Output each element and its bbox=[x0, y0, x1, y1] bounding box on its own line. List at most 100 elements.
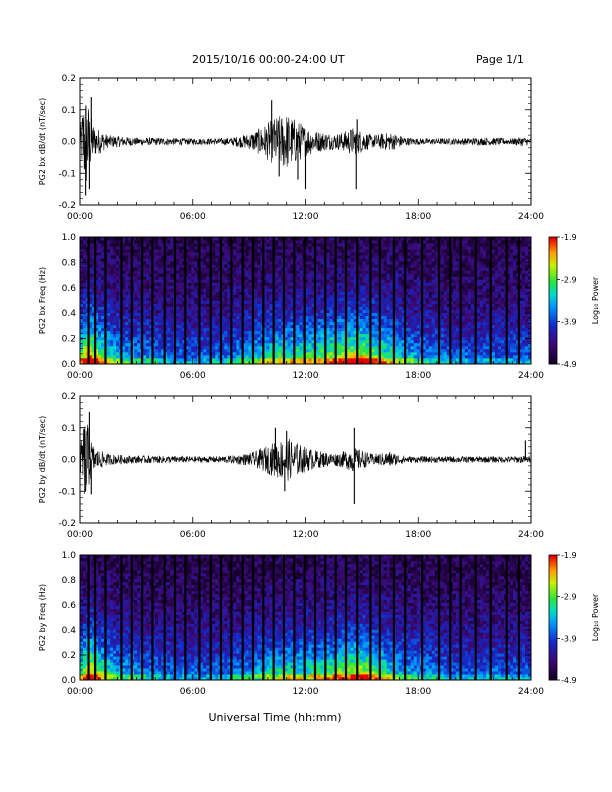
colorbar-tick-label: -1.9 bbox=[561, 551, 577, 560]
data-gap-bar bbox=[393, 237, 395, 364]
data-gap-bar bbox=[283, 237, 285, 364]
y-tick-label: 0.6 bbox=[62, 284, 77, 294]
y-tick-label: -0.2 bbox=[58, 201, 76, 211]
data-gap-bar bbox=[273, 555, 275, 680]
spectrogram-panel-4: 1.00.80.60.40.20.000:00 06:00 12:00 18:00 24… bbox=[38, 551, 600, 697]
data-gap-bar bbox=[475, 237, 477, 364]
y-tick-label: 0.8 bbox=[62, 258, 77, 268]
colorbar-label: Log₁₀ Power bbox=[591, 276, 600, 324]
data-gap-bar bbox=[174, 555, 176, 680]
data-gap-bar bbox=[404, 237, 406, 364]
data-gap-bar bbox=[94, 555, 96, 680]
data-gap-bar bbox=[174, 237, 176, 364]
y-tick-label: 0.4 bbox=[62, 309, 77, 319]
data-gap-bar bbox=[438, 555, 440, 680]
x-axis-title: Universal Time (hh:mm) bbox=[209, 711, 342, 724]
data-gap-bar bbox=[230, 555, 232, 680]
x-tick-label: 06:00 bbox=[180, 530, 206, 540]
data-gap-bar bbox=[369, 237, 371, 364]
y-tick-label: 0.2 bbox=[62, 651, 76, 661]
data-gap-bar bbox=[404, 555, 406, 680]
data-gap-bar bbox=[460, 555, 462, 680]
data-gap-bar bbox=[242, 555, 244, 680]
signal-trace bbox=[80, 425, 531, 494]
y-tick-label: 0.0 bbox=[62, 138, 77, 148]
data-gap-bar bbox=[460, 237, 462, 364]
x-tick-label: 12:00 bbox=[293, 371, 319, 381]
data-gap-bar bbox=[210, 237, 212, 364]
colorbar-tick-label: -1.9 bbox=[561, 233, 577, 242]
data-gap-bar bbox=[131, 555, 133, 680]
data-gap-bar bbox=[490, 555, 492, 680]
x-tick-label: 24:00 bbox=[518, 530, 544, 540]
y-axis-label: PG2 by Freq (Hz) bbox=[38, 584, 47, 651]
data-gap-bar bbox=[438, 237, 440, 364]
data-gap-bar bbox=[356, 555, 358, 680]
data-gap-bar bbox=[345, 555, 347, 680]
y-tick-label: -0.1 bbox=[58, 169, 76, 179]
colorbar-tick-label: -3.9 bbox=[561, 634, 577, 643]
data-gap-bar bbox=[283, 555, 285, 680]
y-tick-label: 0.2 bbox=[62, 335, 76, 345]
colorbar-tick-label: -2.9 bbox=[561, 275, 577, 284]
x-tick-label: 00:00 bbox=[67, 371, 93, 381]
y-tick-label: 0.1 bbox=[62, 424, 76, 434]
data-gap-bar bbox=[273, 237, 275, 364]
data-gap-bar bbox=[220, 555, 222, 680]
data-gap-bar bbox=[293, 237, 295, 364]
data-gap-bar bbox=[449, 237, 451, 364]
x-tick-label: 24:00 bbox=[518, 371, 544, 381]
data-gap-bar bbox=[87, 237, 89, 364]
data-gap-bar bbox=[198, 555, 200, 680]
y-tick-label: 1.0 bbox=[62, 551, 77, 561]
y-axis-label: PG2 bx Freq (Hz) bbox=[38, 267, 47, 334]
data-gap-bar bbox=[104, 555, 106, 680]
data-gap-bar bbox=[379, 237, 381, 364]
x-tick-label: 06:00 bbox=[180, 371, 206, 381]
data-gap-bar bbox=[518, 237, 520, 364]
data-gap-bar bbox=[518, 555, 520, 680]
colorbar-tick-label: -4.9 bbox=[561, 676, 577, 685]
data-gap-bar bbox=[421, 237, 423, 364]
data-gap-bar bbox=[356, 237, 358, 364]
data-gap-bar bbox=[345, 237, 347, 364]
x-tick-label: 18:00 bbox=[405, 371, 431, 381]
colorbar-tick-label: -4.9 bbox=[561, 360, 577, 369]
y-tick-label: -0.2 bbox=[58, 519, 76, 529]
data-gap-bar bbox=[252, 237, 254, 364]
data-gap-bar bbox=[210, 555, 212, 680]
data-gap-bar bbox=[120, 555, 122, 680]
data-gap-bar bbox=[324, 237, 326, 364]
x-tick-label: 24:00 bbox=[518, 212, 544, 222]
data-gap-bar bbox=[164, 237, 166, 364]
data-gap-bar bbox=[475, 555, 477, 680]
data-gap-bar bbox=[369, 555, 371, 680]
data-gap-bar bbox=[393, 555, 395, 680]
data-gap-bar bbox=[506, 555, 508, 680]
data-gap-bar bbox=[242, 237, 244, 364]
data-gap-bar bbox=[262, 555, 264, 680]
y-tick-label: 0.8 bbox=[62, 576, 77, 586]
x-tick-label: 00:00 bbox=[67, 687, 93, 697]
y-tick-label: 0.2 bbox=[62, 74, 76, 84]
data-gap-bar bbox=[120, 237, 122, 364]
y-tick-label: -0.1 bbox=[58, 487, 76, 497]
data-gap-bar bbox=[220, 237, 222, 364]
data-gap-bar bbox=[304, 555, 306, 680]
data-gap-bar bbox=[104, 237, 106, 364]
data-gap-bar bbox=[141, 237, 143, 364]
x-tick-label: 24:00 bbox=[518, 687, 544, 697]
data-gap-bar bbox=[184, 237, 186, 364]
x-tick-label: 18:00 bbox=[405, 212, 431, 222]
data-gap-bar bbox=[151, 555, 153, 680]
x-tick-label: 06:00 bbox=[180, 687, 206, 697]
data-gap-bar bbox=[141, 555, 143, 680]
data-gap-bar bbox=[230, 237, 232, 364]
data-gap-bar bbox=[506, 237, 508, 364]
data-gap-bar bbox=[335, 555, 337, 680]
y-axis-label: PG2 by dB/dt (nT/sec) bbox=[38, 416, 47, 503]
data-gap-bar bbox=[164, 555, 166, 680]
data-gap-bar bbox=[335, 237, 337, 364]
